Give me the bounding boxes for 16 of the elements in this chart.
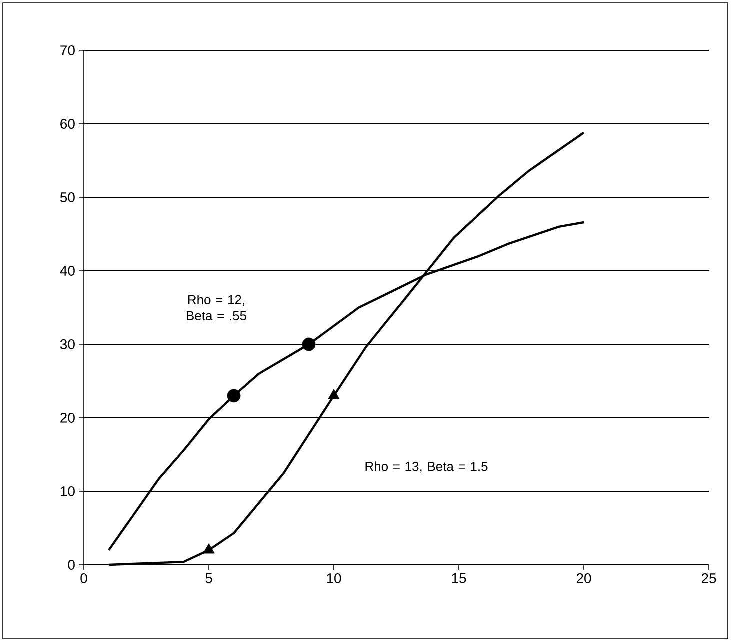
y-tick-label: 40 [60,266,75,276]
y-tick-label: 70 [60,46,75,56]
y-tick-label: 20 [60,413,75,423]
y-tick-label: 30 [60,340,75,350]
x-tick-label: 5 [206,574,212,584]
x-tick-label: 25 [702,574,716,584]
annotation: Rho = 12, Beta = .55 [187,294,246,321]
y-tick-label: 50 [60,192,75,202]
y-tick-label: 0 [68,560,75,570]
y-tick-label: 60 [60,119,75,129]
x-tick-label: 15 [452,574,466,584]
x-tick-label: 0 [80,574,88,584]
y-tick-label: 10 [60,486,75,496]
x-tick-label: 10 [327,574,342,584]
x-tick-label: 20 [576,574,592,584]
annotation: Rho = 13, Beta = 1.5 [366,462,488,473]
